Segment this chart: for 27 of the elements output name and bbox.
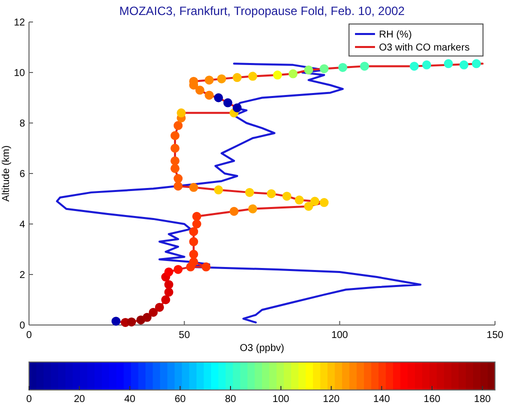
color-bar-label: 0 bbox=[26, 394, 32, 405]
color-bar-label: 180 bbox=[474, 394, 492, 405]
x-tick-label: 0 bbox=[26, 330, 32, 341]
y-tick-label: 8 bbox=[19, 118, 26, 130]
line-series bbox=[56, 62, 422, 324]
color-bar-label: 60 bbox=[174, 394, 186, 405]
legend-label: O3 with CO markers bbox=[379, 42, 470, 54]
color-bar-label: 100 bbox=[272, 394, 290, 405]
x-tick-label: 100 bbox=[331, 330, 348, 341]
color-bar-label: 140 bbox=[373, 394, 390, 405]
y-tick-label: 2 bbox=[19, 270, 26, 281]
color-bar-label: 40 bbox=[124, 394, 136, 405]
x-tick-label: 150 bbox=[486, 330, 504, 341]
color-bar-label: 80 bbox=[224, 394, 237, 405]
y-tick-label: 10 bbox=[14, 68, 26, 79]
x-axis-title: O3 (ppbv) bbox=[240, 343, 284, 354]
y-tick-label: 6 bbox=[19, 169, 26, 180]
y-axis-title: Altitude (km) bbox=[1, 145, 12, 202]
y-tick-label: 4 bbox=[19, 220, 26, 230]
color-bar-label: 160 bbox=[424, 394, 441, 405]
x-tick-label: 50 bbox=[178, 330, 190, 341]
y-tick-label: 12 bbox=[14, 18, 26, 28]
color-bar-label: 20 bbox=[74, 394, 86, 405]
y-tick-label: 0 bbox=[19, 320, 26, 332]
chart-title: MOZAIC3, Frankfurt, Tropopause Fold, Feb. 10, 2002 bbox=[119, 4, 406, 18]
legend-label: RH (%) bbox=[379, 30, 412, 40]
color-bar-label: 120 bbox=[322, 394, 340, 405]
